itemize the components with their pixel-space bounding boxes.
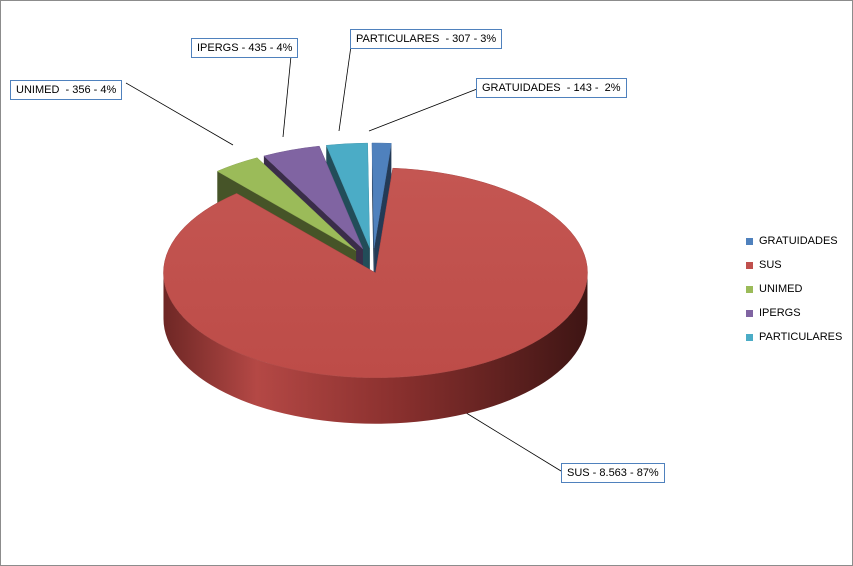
legend-item: SUS bbox=[746, 253, 842, 277]
legend-item: PARTICULARES bbox=[746, 325, 842, 349]
leader-line bbox=[282, 55, 292, 138]
leader-line bbox=[368, 88, 478, 132]
legend-swatch bbox=[746, 261, 753, 269]
leader-line bbox=[125, 82, 234, 146]
pie-slice bbox=[371, 142, 392, 249]
data-label: PARTICULARES - 307 - 3% bbox=[350, 29, 503, 49]
legend-swatch bbox=[746, 309, 753, 317]
leader-lines bbox=[125, 45, 562, 472]
legend-label: PARTICULARES bbox=[759, 331, 843, 343]
pie-slice bbox=[263, 145, 364, 250]
legend-label: IPERGS bbox=[759, 307, 801, 319]
legend: GRATUIDADES SUS UNIMED IPERGS PARTICULAR… bbox=[746, 229, 842, 349]
legend-swatch bbox=[746, 237, 753, 245]
legend-swatch bbox=[746, 285, 753, 293]
pie-slices bbox=[163, 142, 588, 424]
data-label: UNIMED - 356 - 4% bbox=[10, 80, 123, 100]
legend-label: GRATUIDADES bbox=[759, 235, 838, 247]
leader-line bbox=[462, 410, 562, 472]
legend-item: UNIMED bbox=[746, 277, 842, 301]
legend-label: SUS bbox=[759, 259, 782, 271]
legend-swatch bbox=[746, 333, 753, 341]
legend-item: GRATUIDADES bbox=[746, 229, 842, 253]
pie-slice bbox=[163, 167, 588, 379]
data-label: IPERGS - 435 - 4% bbox=[191, 38, 299, 58]
legend-label: UNIMED bbox=[759, 283, 803, 295]
slice-rim bbox=[163, 272, 588, 424]
data-label: SUS - 8.563 - 87% bbox=[561, 463, 665, 483]
data-label: GRATUIDADES - 143 - 2% bbox=[476, 78, 627, 98]
legend-item: IPERGS bbox=[746, 301, 842, 325]
pie-slice bbox=[216, 157, 357, 251]
pie-slice bbox=[325, 142, 371, 249]
leader-line bbox=[338, 45, 352, 132]
